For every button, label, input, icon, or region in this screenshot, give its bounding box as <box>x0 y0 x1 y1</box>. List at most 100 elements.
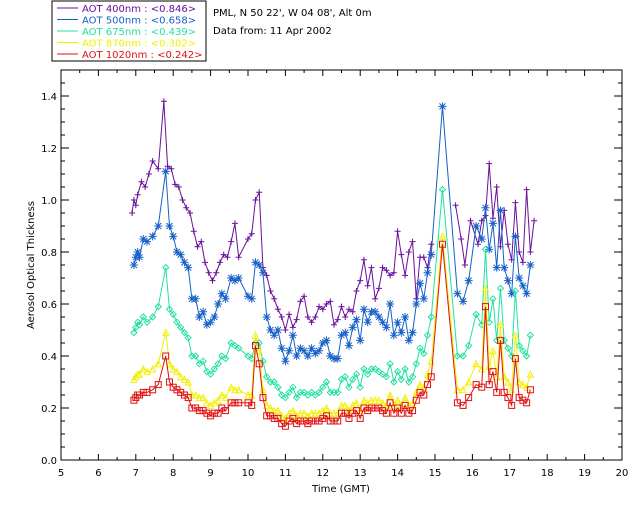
series-aot-1020nm <box>130 240 534 430</box>
axis-ticks: 5 6 7 8 9 10 11 12 13 14 15 16 17 18 19 20 0.0 0.2 0.4 0.6 0… <box>41 70 628 479</box>
data-point <box>251 342 259 350</box>
data-point <box>130 197 137 203</box>
data-point <box>382 323 391 332</box>
data-point <box>248 230 255 237</box>
data-point <box>327 298 334 305</box>
data-point <box>220 251 227 258</box>
data-point <box>274 383 282 391</box>
data-point <box>481 284 490 292</box>
data-point <box>424 381 432 389</box>
data-point <box>133 318 142 326</box>
data-point <box>344 341 353 350</box>
x-tick-label: 16 <box>466 468 479 479</box>
data-point <box>348 323 357 332</box>
data-point <box>231 220 238 227</box>
data-point <box>188 404 196 412</box>
data-point <box>518 281 527 290</box>
data-point <box>218 390 226 399</box>
data-point <box>333 409 342 417</box>
y-tick-label: 1.0 <box>41 196 57 207</box>
data-point <box>363 318 372 327</box>
data-point <box>416 344 424 352</box>
data-point <box>235 399 243 407</box>
series-line <box>133 189 531 399</box>
data-point <box>523 186 530 193</box>
data-point <box>438 240 446 248</box>
x-tick-label: 7 <box>133 468 139 479</box>
data-point <box>143 367 151 376</box>
data-point <box>262 373 271 381</box>
data-point <box>132 202 139 209</box>
data-point <box>129 210 136 216</box>
data-point <box>356 383 364 391</box>
data-point <box>173 318 181 326</box>
data-point <box>511 355 519 363</box>
data-point <box>427 250 436 259</box>
data-point <box>271 295 278 302</box>
data-point <box>274 406 282 415</box>
data-point <box>401 313 410 321</box>
data-point <box>458 236 465 242</box>
data-point <box>401 393 409 402</box>
series-line <box>133 236 531 420</box>
data-point <box>453 289 462 298</box>
data-point <box>438 102 447 111</box>
data-point <box>148 232 157 241</box>
data-point <box>129 261 138 269</box>
data-point <box>338 409 345 417</box>
data-point <box>383 267 390 274</box>
data-point <box>438 232 447 240</box>
data-point <box>461 262 468 268</box>
data-point <box>515 341 523 350</box>
data-point <box>270 378 278 386</box>
data-point <box>267 288 274 294</box>
data-point <box>277 391 286 399</box>
data-point <box>496 320 505 329</box>
data-point <box>341 373 349 381</box>
data-point <box>511 331 520 339</box>
data-point <box>154 359 163 368</box>
data-point <box>289 406 297 415</box>
data-point <box>371 404 379 412</box>
data-point <box>496 284 505 293</box>
data-point <box>519 347 527 355</box>
x-tick-label: 13 <box>354 468 367 479</box>
data-point <box>191 352 200 360</box>
data-point <box>378 370 387 378</box>
data-point <box>427 313 435 321</box>
x-tick-label: 17 <box>503 468 516 479</box>
data-point <box>288 331 297 340</box>
data-point <box>368 264 375 271</box>
data-point <box>296 344 305 353</box>
data-point <box>143 237 152 246</box>
data-point <box>389 331 398 340</box>
data-point <box>252 197 259 203</box>
data-point <box>382 373 391 381</box>
data-point <box>356 414 364 422</box>
data-point <box>195 313 204 321</box>
data-point <box>397 328 406 337</box>
data-point <box>214 396 222 404</box>
data-point <box>289 383 297 391</box>
data-point <box>247 294 256 303</box>
data-point <box>180 375 189 383</box>
legend: AOT 400nm : <0.846>AOT 500nm : <0.658>AO… <box>57 4 202 61</box>
data-point <box>412 300 421 308</box>
data-point <box>210 409 218 417</box>
data-point <box>274 414 282 422</box>
data-point <box>420 349 428 358</box>
data-point <box>453 352 462 360</box>
data-point <box>285 346 294 355</box>
data-point <box>338 303 345 310</box>
data-point <box>326 352 335 360</box>
data-point <box>155 165 162 172</box>
data-point <box>390 409 398 417</box>
data-point <box>397 409 405 417</box>
data-point <box>221 354 230 363</box>
data-point <box>333 354 342 363</box>
station-label: PML, N 50 22', W 04 08', Alt 0m <box>213 8 372 19</box>
data-point <box>337 401 346 409</box>
data-point <box>522 352 531 360</box>
data-point <box>356 336 365 345</box>
data-point <box>408 328 417 337</box>
